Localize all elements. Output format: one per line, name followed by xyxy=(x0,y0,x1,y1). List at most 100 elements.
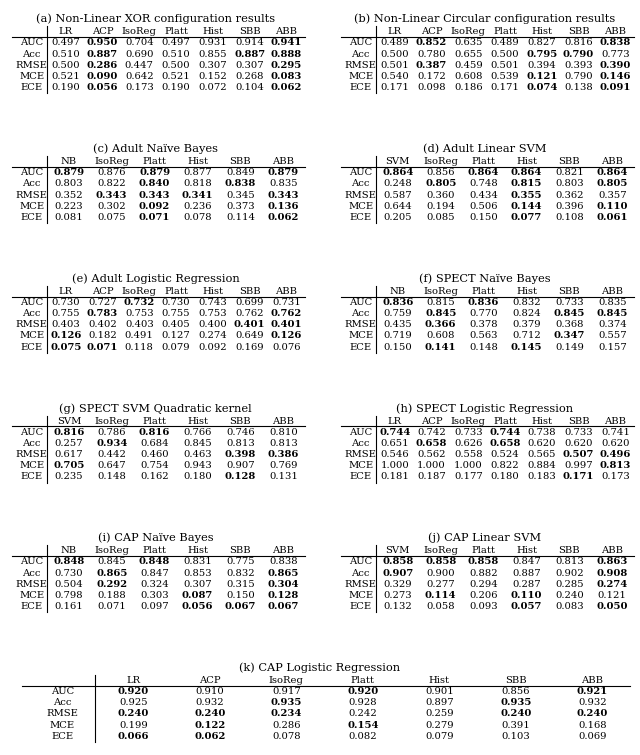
Text: 0.838: 0.838 xyxy=(600,39,631,48)
Text: SBB: SBB xyxy=(230,157,252,166)
Text: 0.076: 0.076 xyxy=(272,343,301,352)
Text: 0.900: 0.900 xyxy=(426,569,455,578)
Text: 0.565: 0.565 xyxy=(527,450,556,459)
Text: Platt: Platt xyxy=(493,417,517,426)
Text: 0.286: 0.286 xyxy=(272,721,301,729)
Text: 0.730: 0.730 xyxy=(54,569,83,578)
Text: 0.366: 0.366 xyxy=(425,320,456,329)
Text: 0.699: 0.699 xyxy=(236,297,264,307)
Text: (d) Adult Linear SVM: (d) Adult Linear SVM xyxy=(423,143,547,154)
Text: Platt: Platt xyxy=(143,417,166,426)
Text: 0.352: 0.352 xyxy=(54,190,83,199)
Text: Hist: Hist xyxy=(516,547,537,555)
Text: 0.506: 0.506 xyxy=(469,202,498,211)
Text: 0.315: 0.315 xyxy=(226,580,255,589)
Text: 0.647: 0.647 xyxy=(97,461,126,470)
Text: ECE: ECE xyxy=(20,473,43,482)
Text: 0.173: 0.173 xyxy=(601,473,630,482)
Text: 0.148: 0.148 xyxy=(469,343,498,352)
Text: 0.732: 0.732 xyxy=(124,297,155,307)
Text: (b) Non-Linear Circular configuration results: (b) Non-Linear Circular configuration re… xyxy=(354,14,615,24)
Text: 0.626: 0.626 xyxy=(454,439,483,448)
Text: 0.719: 0.719 xyxy=(383,331,412,341)
Text: 0.746: 0.746 xyxy=(226,427,255,436)
Text: 0.769: 0.769 xyxy=(269,461,298,470)
Text: 0.620: 0.620 xyxy=(527,439,556,448)
Text: 0.742: 0.742 xyxy=(417,427,446,436)
Text: 0.181: 0.181 xyxy=(380,473,409,482)
Text: 0.858: 0.858 xyxy=(468,557,499,566)
Text: IsoReg: IsoReg xyxy=(94,157,129,166)
Text: 0.810: 0.810 xyxy=(269,427,298,436)
Text: 0.845: 0.845 xyxy=(97,557,126,566)
Text: 0.888: 0.888 xyxy=(271,50,302,59)
Text: 0.075: 0.075 xyxy=(50,343,81,352)
Text: ABB: ABB xyxy=(604,417,627,426)
Text: 0.730: 0.730 xyxy=(51,297,80,307)
Text: 0.705: 0.705 xyxy=(53,461,84,470)
Text: ABB: ABB xyxy=(272,417,294,426)
Text: ABB: ABB xyxy=(602,157,623,166)
Text: MCE: MCE xyxy=(19,461,44,470)
Text: ECE: ECE xyxy=(20,602,43,611)
Text: 0.146: 0.146 xyxy=(600,72,631,81)
Text: IsoReg: IsoReg xyxy=(94,547,129,555)
Text: 0.190: 0.190 xyxy=(51,83,80,92)
Text: 0.435: 0.435 xyxy=(383,320,412,329)
Text: 0.114: 0.114 xyxy=(226,213,255,222)
Text: Platt: Platt xyxy=(472,287,495,296)
Text: 0.058: 0.058 xyxy=(426,602,455,611)
Text: SBB: SBB xyxy=(559,547,580,555)
Text: 0.741: 0.741 xyxy=(601,427,630,436)
Text: ABB: ABB xyxy=(604,27,627,36)
Text: 0.386: 0.386 xyxy=(268,450,299,459)
Text: 0.303: 0.303 xyxy=(140,591,169,600)
Text: 0.902: 0.902 xyxy=(555,569,584,578)
Text: 0.180: 0.180 xyxy=(491,473,520,482)
Text: 0.651: 0.651 xyxy=(380,439,409,448)
Text: 0.403: 0.403 xyxy=(51,320,80,329)
Text: 0.206: 0.206 xyxy=(469,591,498,600)
Text: 0.803: 0.803 xyxy=(555,180,584,188)
Text: 0.856: 0.856 xyxy=(502,687,530,696)
Text: SVM: SVM xyxy=(386,157,410,166)
Text: Platt: Platt xyxy=(472,547,495,555)
Text: 0.943: 0.943 xyxy=(183,461,212,470)
Text: 0.091: 0.091 xyxy=(600,83,631,92)
Text: 0.620: 0.620 xyxy=(564,439,593,448)
Text: 0.587: 0.587 xyxy=(383,190,412,199)
Text: AUC: AUC xyxy=(349,39,372,48)
Text: ECE: ECE xyxy=(349,343,372,352)
Text: 0.773: 0.773 xyxy=(601,50,630,59)
Text: (f) SPECT Naïve Bayes: (f) SPECT Naïve Bayes xyxy=(419,273,550,284)
Text: ECE: ECE xyxy=(20,343,43,352)
Text: 0.240: 0.240 xyxy=(500,710,531,719)
Text: ABB: ABB xyxy=(275,27,298,36)
Text: 0.644: 0.644 xyxy=(383,202,412,211)
Text: 0.285: 0.285 xyxy=(555,580,584,589)
Text: 0.150: 0.150 xyxy=(226,591,255,600)
Text: 0.821: 0.821 xyxy=(555,168,584,177)
Text: (j) CAP Linear SVM: (j) CAP Linear SVM xyxy=(428,533,541,544)
Text: 0.847: 0.847 xyxy=(140,569,169,578)
Text: RMSE: RMSE xyxy=(15,320,47,329)
Text: 0.822: 0.822 xyxy=(491,461,520,470)
Text: 0.173: 0.173 xyxy=(125,83,154,92)
Text: 0.194: 0.194 xyxy=(426,202,455,211)
Text: 0.907: 0.907 xyxy=(226,461,255,470)
Text: 0.558: 0.558 xyxy=(454,450,483,459)
Text: 0.092: 0.092 xyxy=(198,343,227,352)
Text: NB: NB xyxy=(61,547,77,555)
Text: 0.853: 0.853 xyxy=(183,569,212,578)
Text: 0.242: 0.242 xyxy=(348,710,377,719)
Text: 0.067: 0.067 xyxy=(268,602,299,611)
Text: 0.374: 0.374 xyxy=(598,320,627,329)
Text: 0.540: 0.540 xyxy=(380,72,409,81)
Text: 1.000: 1.000 xyxy=(417,461,446,470)
Text: 0.097: 0.097 xyxy=(140,602,169,611)
Text: ABB: ABB xyxy=(602,287,623,296)
Text: 0.822: 0.822 xyxy=(97,180,126,188)
Text: 0.865: 0.865 xyxy=(96,569,127,578)
Text: 0.744: 0.744 xyxy=(490,427,521,436)
Text: 0.257: 0.257 xyxy=(54,439,83,448)
